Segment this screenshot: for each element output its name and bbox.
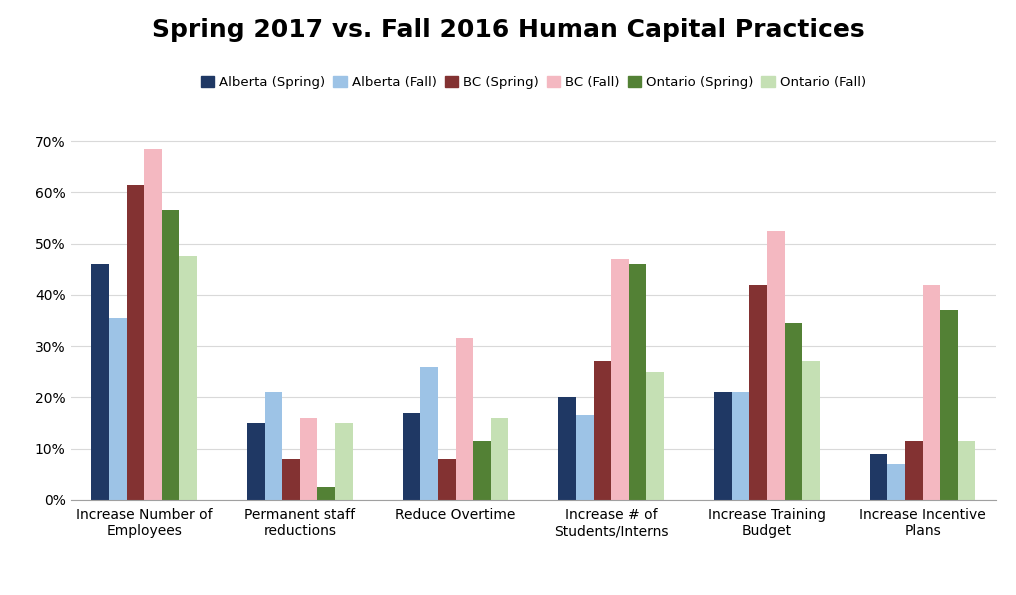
Bar <box>421 367 438 500</box>
Bar <box>629 264 646 500</box>
Bar <box>91 264 109 500</box>
Bar <box>455 339 473 500</box>
Bar <box>714 392 732 500</box>
Bar <box>559 397 576 500</box>
Bar <box>784 323 802 500</box>
Bar <box>109 318 127 500</box>
Bar <box>870 453 887 500</box>
Bar <box>802 361 820 500</box>
Bar <box>180 256 197 500</box>
Bar <box>646 372 664 500</box>
Bar <box>438 459 455 500</box>
Bar <box>265 392 282 500</box>
Bar <box>750 284 767 500</box>
Bar <box>576 415 593 500</box>
Bar <box>282 459 300 500</box>
Bar <box>127 184 144 500</box>
Text: Spring 2017 vs. Fall 2016 Human Capital Practices: Spring 2017 vs. Fall 2016 Human Capital … <box>151 18 865 42</box>
Bar <box>402 413 421 500</box>
Bar <box>887 464 905 500</box>
Bar <box>958 441 975 500</box>
Bar <box>593 361 612 500</box>
Bar <box>300 418 317 500</box>
Bar <box>473 441 491 500</box>
Bar <box>317 487 335 500</box>
Bar <box>940 310 958 500</box>
Legend: Alberta (Spring), Alberta (Fall), BC (Spring), BC (Fall), Ontario (Spring), Onta: Alberta (Spring), Alberta (Fall), BC (Sp… <box>195 71 872 95</box>
Bar <box>247 423 265 500</box>
Bar <box>144 149 162 500</box>
Bar <box>732 392 750 500</box>
Bar <box>491 418 508 500</box>
Bar <box>923 284 940 500</box>
Bar <box>767 231 784 500</box>
Bar <box>162 210 180 500</box>
Bar <box>905 441 923 500</box>
Bar <box>612 259 629 500</box>
Bar <box>335 423 353 500</box>
